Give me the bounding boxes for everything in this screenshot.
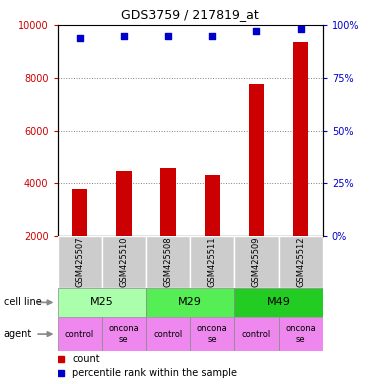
- Bar: [234, 236, 279, 288]
- Bar: [72, 189, 87, 289]
- Bar: [58, 236, 102, 288]
- Bar: [146, 288, 234, 317]
- Text: count: count: [72, 354, 100, 364]
- Text: control: control: [65, 329, 94, 339]
- Bar: [58, 317, 102, 351]
- Title: GDS3759 / 217819_at: GDS3759 / 217819_at: [121, 8, 259, 21]
- Text: GSM425512: GSM425512: [296, 237, 305, 287]
- Bar: [279, 317, 323, 351]
- Bar: [160, 167, 176, 289]
- Text: control: control: [153, 329, 183, 339]
- Point: [209, 33, 215, 39]
- Text: M49: M49: [267, 297, 290, 308]
- Text: M29: M29: [178, 297, 202, 308]
- Text: GSM425508: GSM425508: [164, 237, 173, 287]
- Text: GSM425509: GSM425509: [252, 237, 261, 287]
- Text: oncona
se: oncona se: [197, 324, 228, 344]
- Text: M25: M25: [90, 297, 114, 308]
- Text: GSM425511: GSM425511: [208, 237, 217, 287]
- Bar: [146, 236, 190, 288]
- Point: [77, 35, 83, 41]
- Text: oncona
se: oncona se: [285, 324, 316, 344]
- Point: [298, 26, 303, 32]
- Text: agent: agent: [4, 329, 32, 339]
- Bar: [234, 317, 279, 351]
- Bar: [279, 236, 323, 288]
- Bar: [190, 236, 234, 288]
- Text: GSM425510: GSM425510: [119, 237, 128, 287]
- Text: oncona
se: oncona se: [108, 324, 139, 344]
- Text: control: control: [242, 329, 271, 339]
- Bar: [116, 172, 132, 289]
- Bar: [234, 288, 323, 317]
- Bar: [146, 317, 190, 351]
- Bar: [204, 175, 220, 289]
- Point: [121, 33, 127, 39]
- Bar: [249, 84, 264, 289]
- Point: [165, 33, 171, 39]
- Bar: [102, 317, 146, 351]
- Text: cell line: cell line: [4, 297, 42, 308]
- Text: GSM425507: GSM425507: [75, 237, 84, 287]
- Bar: [102, 236, 146, 288]
- Bar: [58, 288, 146, 317]
- Text: percentile rank within the sample: percentile rank within the sample: [72, 368, 237, 378]
- Bar: [293, 42, 308, 289]
- Bar: [190, 317, 234, 351]
- Point: [253, 28, 259, 35]
